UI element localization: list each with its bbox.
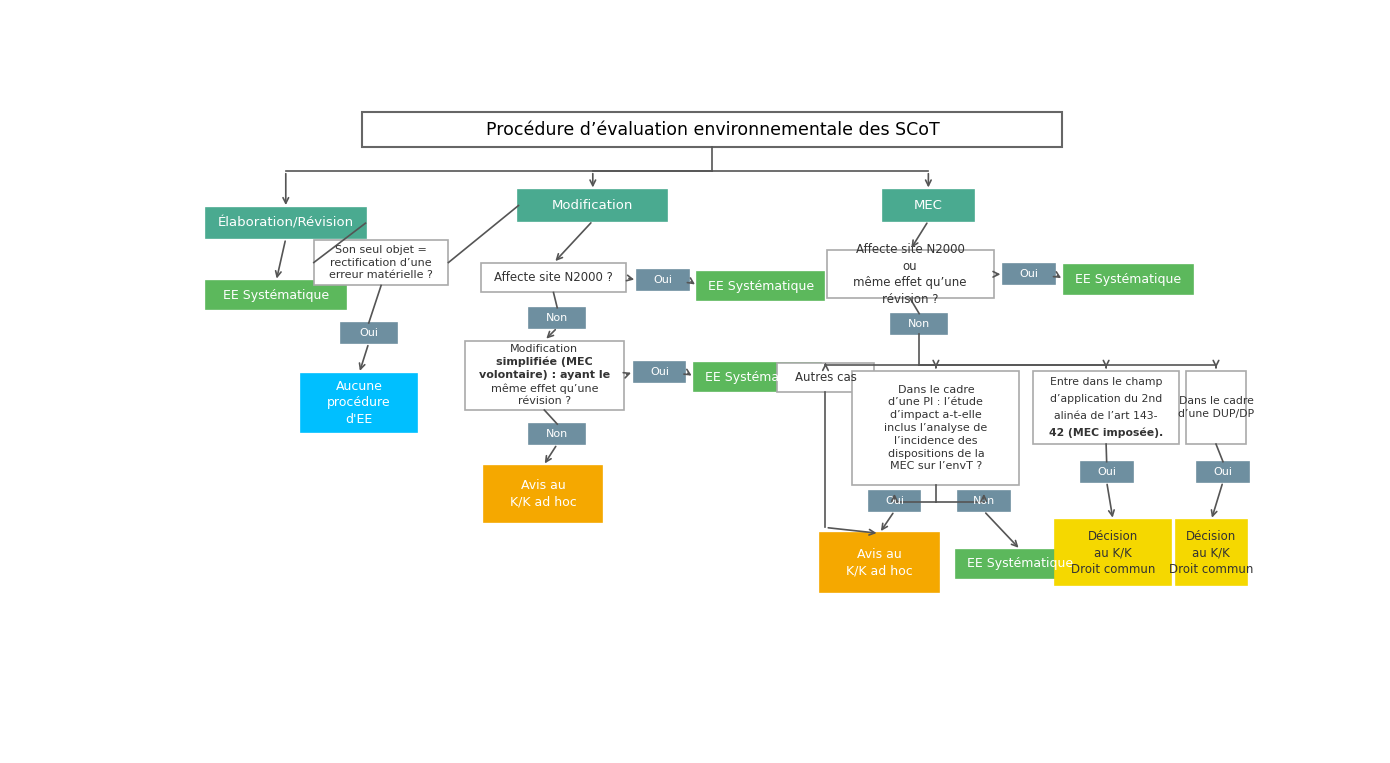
FancyBboxPatch shape xyxy=(634,362,685,382)
FancyBboxPatch shape xyxy=(206,282,346,309)
Text: Décision
au K/K
Droit commun: Décision au K/K Droit commun xyxy=(1169,530,1254,576)
FancyBboxPatch shape xyxy=(300,374,417,433)
FancyBboxPatch shape xyxy=(1055,520,1172,585)
Text: Oui: Oui xyxy=(359,328,378,338)
FancyBboxPatch shape xyxy=(464,340,624,410)
Text: Autres cas: Autres cas xyxy=(795,371,856,385)
FancyBboxPatch shape xyxy=(883,190,974,221)
FancyBboxPatch shape xyxy=(958,491,1009,511)
FancyBboxPatch shape xyxy=(820,533,938,592)
Text: Affecte site N2000 ?: Affecte site N2000 ? xyxy=(493,272,613,285)
FancyBboxPatch shape xyxy=(777,363,874,392)
Text: Non: Non xyxy=(973,496,995,506)
Text: Modification: Modification xyxy=(510,344,578,354)
Text: EE Systématique: EE Systématique xyxy=(222,288,329,301)
Text: EE Systématique: EE Systématique xyxy=(1074,273,1182,286)
Text: volontaire) : ayant le: volontaire) : ayant le xyxy=(478,370,610,380)
Text: Son seul objet =
rectification d’une
erreur matérielle ?: Son seul objet = rectification d’une err… xyxy=(329,245,434,280)
FancyBboxPatch shape xyxy=(363,112,1062,147)
FancyBboxPatch shape xyxy=(518,190,667,221)
Text: simplifiée (MEC: simplifiée (MEC xyxy=(496,357,592,368)
FancyBboxPatch shape xyxy=(827,250,994,298)
Text: Affecte site N2000
ou
même effet qu’une
révision ?: Affecte site N2000 ou même effet qu’une … xyxy=(853,243,967,305)
Text: Procédure d’évaluation environnementale des SCoT: Procédure d’évaluation environnementale … xyxy=(485,121,940,139)
Text: EE Systématique: EE Systématique xyxy=(967,558,1073,571)
Text: Avis au
K/K ad hoc: Avis au K/K ad hoc xyxy=(847,548,913,578)
FancyBboxPatch shape xyxy=(1033,371,1179,444)
Text: Oui: Oui xyxy=(1213,467,1233,477)
FancyBboxPatch shape xyxy=(891,314,947,333)
Text: Oui: Oui xyxy=(1020,269,1038,279)
Text: Non: Non xyxy=(546,313,569,323)
Text: MEC: MEC xyxy=(915,199,942,212)
Text: Oui: Oui xyxy=(653,275,673,285)
FancyBboxPatch shape xyxy=(1197,462,1248,481)
Text: alinéa de l’art 143-: alinéa de l’art 143- xyxy=(1055,411,1158,421)
FancyBboxPatch shape xyxy=(314,240,449,285)
FancyBboxPatch shape xyxy=(530,424,585,444)
FancyBboxPatch shape xyxy=(1186,371,1245,444)
FancyBboxPatch shape xyxy=(694,363,821,391)
Text: EE Systématique: EE Systématique xyxy=(708,279,815,292)
Text: Élaboration/Révision: Élaboration/Révision xyxy=(218,217,354,230)
Text: révision ?: révision ? xyxy=(517,397,571,407)
Text: Oui: Oui xyxy=(885,496,904,506)
Text: Oui: Oui xyxy=(651,367,669,377)
FancyBboxPatch shape xyxy=(698,272,824,300)
FancyBboxPatch shape xyxy=(206,208,366,238)
FancyBboxPatch shape xyxy=(530,307,585,328)
FancyBboxPatch shape xyxy=(1063,266,1193,294)
Text: Modification: Modification xyxy=(552,199,634,212)
FancyBboxPatch shape xyxy=(341,323,396,343)
FancyBboxPatch shape xyxy=(637,270,688,290)
Text: Aucune
procédure
d'EE: Aucune procédure d'EE xyxy=(327,380,391,426)
FancyBboxPatch shape xyxy=(1004,264,1055,285)
Text: d’application du 2nd: d’application du 2nd xyxy=(1049,394,1162,404)
FancyBboxPatch shape xyxy=(1176,520,1247,585)
Text: 42 (MEC imposée).: 42 (MEC imposée). xyxy=(1049,428,1163,438)
Text: même effet qu’une: même effet qu’une xyxy=(491,383,598,394)
FancyBboxPatch shape xyxy=(956,550,1086,578)
FancyBboxPatch shape xyxy=(481,263,626,292)
Text: Avis au
K/K ad hoc: Avis au K/K ad hoc xyxy=(510,479,577,508)
Text: EE Systématique: EE Systématique xyxy=(705,371,810,384)
FancyBboxPatch shape xyxy=(1081,462,1133,481)
Text: Décision
au K/K
Droit commun: Décision au K/K Droit commun xyxy=(1070,530,1155,576)
Text: Dans le cadre
d’une PI : l’étude
d’impact a-t-elle
inclus l’analyse de
l’inciden: Dans le cadre d’une PI : l’étude d’impac… xyxy=(884,385,987,472)
FancyBboxPatch shape xyxy=(852,371,1019,485)
FancyBboxPatch shape xyxy=(869,491,920,511)
Text: Entre dans le champ: Entre dans le champ xyxy=(1049,377,1162,387)
Text: Dans le cadre
d’une DUP/DP: Dans le cadre d’une DUP/DP xyxy=(1177,396,1254,419)
Text: Non: Non xyxy=(908,319,930,329)
FancyBboxPatch shape xyxy=(484,465,602,522)
Text: Non: Non xyxy=(546,429,569,439)
Text: Oui: Oui xyxy=(1097,467,1116,477)
